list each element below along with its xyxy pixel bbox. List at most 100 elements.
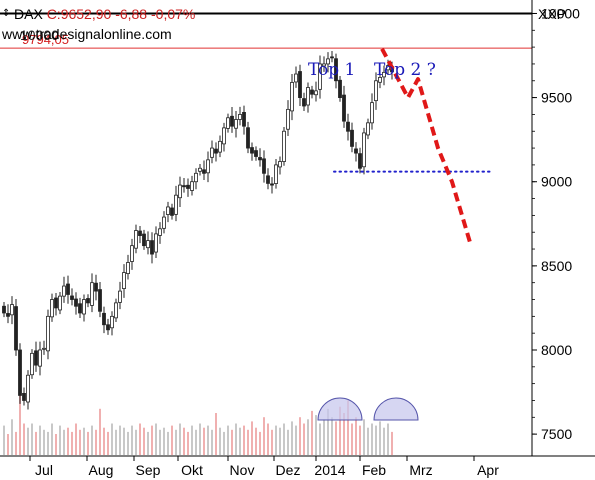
candle-body bbox=[34, 350, 38, 366]
candle-body bbox=[58, 295, 62, 311]
x-tick-label: Aug bbox=[89, 462, 114, 478]
volume-bar bbox=[287, 429, 289, 455]
candle-body bbox=[186, 184, 190, 189]
candle-body bbox=[214, 148, 218, 154]
volume-bar bbox=[371, 423, 373, 455]
candle-body bbox=[30, 352, 34, 376]
volume-bar bbox=[227, 425, 229, 455]
candle-body bbox=[254, 150, 258, 157]
volume-bar bbox=[223, 431, 225, 455]
volume-bar bbox=[147, 431, 149, 455]
candle-body bbox=[114, 302, 118, 319]
x-tick-label: Apr bbox=[477, 462, 499, 478]
volume-bar bbox=[47, 431, 49, 455]
candle-body bbox=[182, 185, 186, 188]
candle-body bbox=[178, 184, 182, 199]
annotation-1: Top 1 bbox=[308, 60, 355, 80]
candle-body bbox=[354, 148, 358, 154]
candle-body bbox=[298, 71, 302, 98]
volume-bar bbox=[187, 431, 189, 455]
volume-bar bbox=[367, 427, 369, 455]
candle-body bbox=[6, 313, 10, 317]
candle-body bbox=[190, 181, 194, 191]
volume-bar bbox=[255, 427, 257, 455]
volume-bar bbox=[375, 425, 377, 455]
change-abs: -6,88 bbox=[115, 6, 148, 22]
symbol: DAX bbox=[14, 6, 43, 22]
candle-body bbox=[106, 324, 110, 331]
volume-bubble bbox=[373, 397, 419, 421]
volume-bubbles bbox=[317, 397, 419, 421]
candle-body bbox=[202, 169, 206, 174]
volume-bar bbox=[351, 423, 353, 455]
candle-body bbox=[86, 298, 90, 304]
volume-bar bbox=[67, 427, 69, 455]
volume-bar bbox=[143, 427, 145, 455]
y-tick-label: 9500 bbox=[541, 90, 572, 106]
candle-body bbox=[82, 299, 86, 315]
volume-bar bbox=[103, 427, 105, 455]
candle-body bbox=[330, 56, 334, 59]
volume-bar bbox=[39, 425, 41, 455]
volume-bar bbox=[23, 423, 25, 455]
candle-body bbox=[258, 157, 262, 161]
volume-bar bbox=[215, 413, 217, 455]
candle-body bbox=[158, 228, 162, 236]
x-tick-label: Jul bbox=[35, 462, 53, 478]
volume-bar bbox=[15, 431, 17, 455]
candle-body bbox=[138, 230, 142, 236]
annotations: Top 1 Top 2 ? bbox=[308, 60, 436, 80]
candle-body bbox=[270, 183, 274, 186]
candle-body bbox=[382, 71, 386, 78]
candle-body bbox=[238, 114, 242, 120]
sort-icon: ⇕ bbox=[2, 8, 11, 19]
candle-body bbox=[222, 127, 226, 145]
candle-body bbox=[230, 115, 234, 127]
candle-body bbox=[386, 65, 390, 71]
volume-bar bbox=[83, 427, 85, 455]
y-tick-label: 8500 bbox=[541, 258, 572, 274]
volume-bar bbox=[211, 429, 213, 455]
volume-bar bbox=[391, 431, 393, 455]
candle-body bbox=[282, 130, 286, 162]
volume-bar bbox=[123, 427, 125, 455]
candle-body bbox=[290, 82, 294, 112]
candle-body bbox=[50, 299, 54, 318]
volume-bar bbox=[59, 425, 61, 455]
volume-bar bbox=[343, 413, 345, 455]
volume-bar bbox=[43, 429, 45, 455]
volume-bar bbox=[19, 355, 21, 455]
volume-bar bbox=[79, 429, 81, 455]
watermark: www.tradesignalonline.com bbox=[2, 26, 172, 42]
volume-bar bbox=[251, 421, 253, 455]
volume-bar bbox=[307, 419, 309, 455]
candle-body bbox=[286, 108, 290, 130]
candle-body bbox=[362, 132, 366, 168]
candle-body bbox=[134, 230, 138, 249]
volume-bar bbox=[3, 425, 5, 455]
quote-line: ⇕ DAX C:9652,90 -6,88 -0,07% bbox=[2, 6, 195, 22]
projection-path bbox=[380, 47, 472, 243]
candle-body bbox=[374, 80, 378, 102]
x-tick-label: Feb bbox=[362, 462, 386, 478]
volume-bar bbox=[243, 425, 245, 455]
candle-body bbox=[122, 272, 126, 289]
x-tick-label: Sep bbox=[136, 462, 161, 478]
candle-body bbox=[174, 194, 178, 215]
volume-bar bbox=[183, 427, 185, 455]
candle-body bbox=[370, 102, 374, 124]
volume-bar bbox=[135, 429, 137, 455]
volume-bar bbox=[151, 425, 153, 455]
candle-body bbox=[90, 282, 94, 306]
candle-body bbox=[146, 240, 150, 249]
volume-bubble bbox=[317, 397, 363, 421]
volume-bars bbox=[3, 355, 393, 455]
volume-bar bbox=[159, 429, 161, 455]
candle-body bbox=[22, 393, 26, 401]
volume-bar bbox=[63, 429, 65, 455]
volume-bar bbox=[263, 417, 265, 455]
volume-bar bbox=[55, 434, 57, 455]
candle-body bbox=[306, 87, 310, 106]
price-candles bbox=[2, 50, 394, 410]
candle-body bbox=[74, 298, 78, 307]
